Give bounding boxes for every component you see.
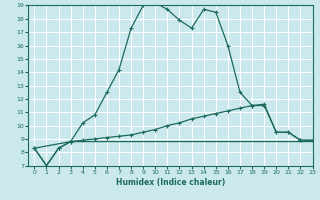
X-axis label: Humidex (Indice chaleur): Humidex (Indice chaleur) xyxy=(116,178,225,187)
